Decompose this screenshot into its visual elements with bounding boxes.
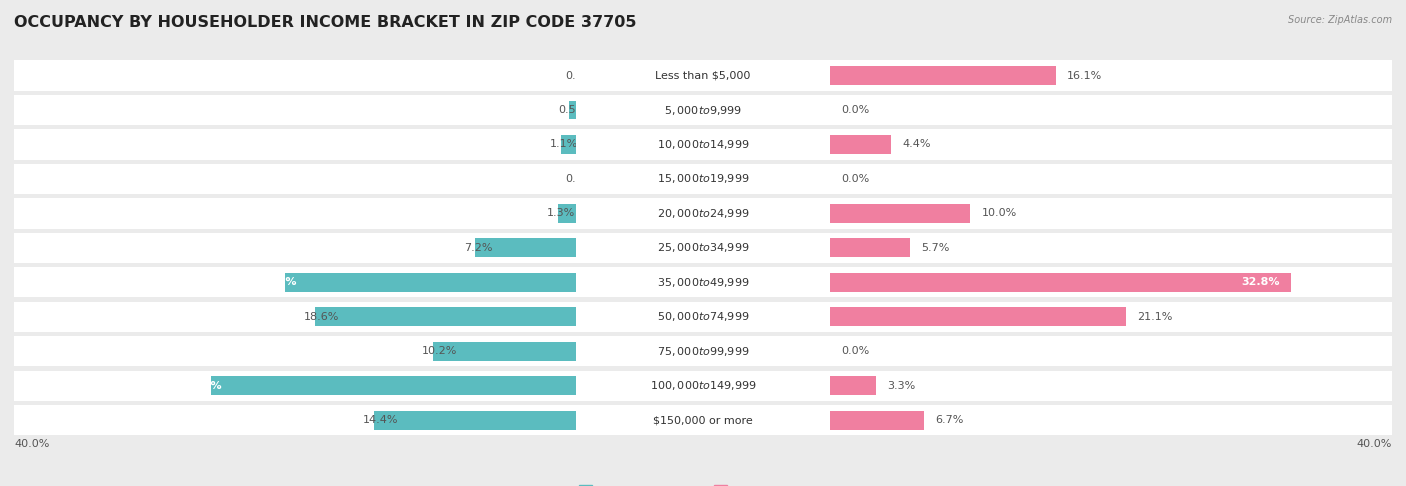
Bar (830, 370, 1392, 401)
Bar (830, 198, 1392, 228)
Text: 0.0%: 0.0% (565, 70, 593, 81)
Text: 0.52%: 0.52% (558, 105, 593, 115)
Bar (211, 376, 576, 395)
Text: 0.0%: 0.0% (841, 105, 869, 115)
Bar (576, 405, 830, 435)
Bar (14, 95, 576, 125)
Bar (576, 198, 830, 228)
Bar (285, 273, 576, 292)
Bar (374, 411, 576, 430)
Bar (830, 135, 891, 154)
Text: $20,000 to $24,999: $20,000 to $24,999 (657, 207, 749, 220)
Text: 0.0%: 0.0% (841, 174, 869, 184)
Bar (576, 302, 830, 332)
Text: $50,000 to $74,999: $50,000 to $74,999 (657, 310, 749, 323)
Text: 7.2%: 7.2% (464, 243, 492, 253)
Bar (14, 370, 576, 401)
Bar (830, 95, 1392, 125)
Bar (576, 370, 830, 401)
Bar (830, 411, 924, 430)
Bar (14, 336, 576, 366)
Text: $15,000 to $19,999: $15,000 to $19,999 (657, 173, 749, 186)
Text: 5.7%: 5.7% (921, 243, 949, 253)
Legend: Owner-occupied, Renter-occupied: Owner-occupied, Renter-occupied (575, 481, 831, 486)
Bar (576, 336, 830, 366)
Bar (576, 164, 830, 194)
Text: 14.4%: 14.4% (363, 415, 398, 425)
Bar (830, 129, 1392, 159)
Text: 18.6%: 18.6% (304, 312, 339, 322)
Bar (830, 405, 1392, 435)
Text: $75,000 to $99,999: $75,000 to $99,999 (657, 345, 749, 358)
Bar (830, 66, 1056, 85)
Bar (830, 204, 970, 223)
Text: 26.0%: 26.0% (184, 381, 222, 391)
Bar (830, 307, 1126, 326)
Bar (14, 164, 576, 194)
Bar (14, 129, 576, 159)
Bar (14, 198, 576, 228)
Bar (433, 342, 576, 361)
Text: OCCUPANCY BY HOUSEHOLDER INCOME BRACKET IN ZIP CODE 37705: OCCUPANCY BY HOUSEHOLDER INCOME BRACKET … (14, 15, 637, 30)
Bar (14, 60, 576, 91)
Text: 1.1%: 1.1% (550, 139, 578, 150)
Bar (14, 405, 576, 435)
Text: Source: ZipAtlas.com: Source: ZipAtlas.com (1288, 15, 1392, 25)
Bar (475, 239, 576, 258)
Bar (576, 60, 830, 91)
Bar (830, 267, 1392, 297)
Bar (561, 135, 576, 154)
Text: 20.7%: 20.7% (259, 278, 297, 287)
Text: $25,000 to $34,999: $25,000 to $34,999 (657, 242, 749, 254)
Bar (830, 376, 876, 395)
Text: 40.0%: 40.0% (1357, 439, 1392, 449)
Text: $10,000 to $14,999: $10,000 to $14,999 (657, 138, 749, 151)
Bar (315, 307, 576, 326)
Text: $100,000 to $149,999: $100,000 to $149,999 (650, 379, 756, 392)
Bar (830, 273, 1291, 292)
Bar (830, 239, 910, 258)
Text: 16.1%: 16.1% (1067, 70, 1102, 81)
Bar (576, 267, 830, 297)
Text: 10.0%: 10.0% (981, 208, 1017, 218)
Text: 3.3%: 3.3% (887, 381, 915, 391)
Text: 0.0%: 0.0% (841, 346, 869, 356)
Bar (830, 233, 1392, 263)
Bar (576, 95, 830, 125)
Bar (14, 267, 576, 297)
Bar (14, 233, 576, 263)
Bar (569, 101, 576, 120)
Text: 1.3%: 1.3% (547, 208, 575, 218)
Bar (576, 233, 830, 263)
Text: 32.8%: 32.8% (1241, 278, 1279, 287)
Text: $5,000 to $9,999: $5,000 to $9,999 (664, 104, 742, 117)
Text: 6.7%: 6.7% (935, 415, 963, 425)
Text: $150,000 or more: $150,000 or more (654, 415, 752, 425)
Text: 10.2%: 10.2% (422, 346, 457, 356)
Text: $35,000 to $49,999: $35,000 to $49,999 (657, 276, 749, 289)
Bar (830, 336, 1392, 366)
Text: 4.4%: 4.4% (903, 139, 931, 150)
Bar (830, 60, 1392, 91)
Text: 21.1%: 21.1% (1137, 312, 1173, 322)
Bar (558, 204, 576, 223)
Bar (14, 302, 576, 332)
Text: 40.0%: 40.0% (14, 439, 49, 449)
Bar (830, 164, 1392, 194)
Text: 0.0%: 0.0% (565, 174, 593, 184)
Bar (830, 302, 1392, 332)
Bar (576, 129, 830, 159)
Text: Less than $5,000: Less than $5,000 (655, 70, 751, 81)
